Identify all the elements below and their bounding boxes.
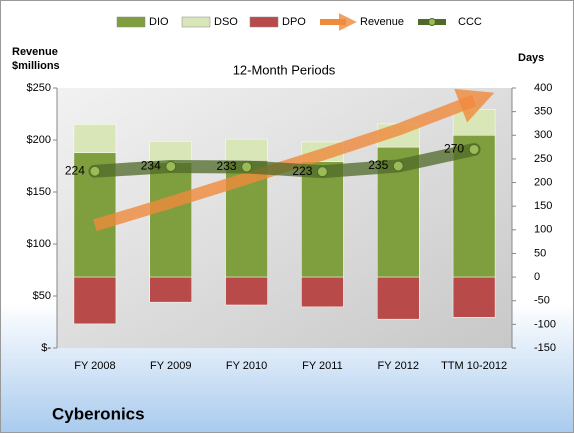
ccc-marker	[316, 166, 328, 178]
y2-tick-label: 50	[534, 247, 546, 259]
y-tick-label: $50	[33, 290, 51, 302]
y2-tick-label: 300	[534, 129, 552, 141]
data-label: 270	[444, 142, 464, 156]
y2-tick-label: -100	[534, 318, 556, 330]
x-tick-label: FY 2010	[226, 360, 267, 372]
x-tick-label: FY 2009	[150, 360, 191, 372]
data-label: 224	[65, 163, 85, 177]
y-tick-label: $150	[27, 186, 51, 198]
y2-tick-label: -150	[534, 342, 556, 354]
bar	[301, 161, 344, 278]
bar	[225, 138, 268, 161]
legend-swatch	[428, 18, 436, 26]
legend-swatch	[249, 16, 279, 28]
legend-label: DIO	[149, 16, 169, 28]
y-tick-label: $100	[27, 238, 51, 250]
data-label: 223	[292, 164, 312, 178]
legend-label: DSO	[214, 16, 238, 28]
bar	[225, 276, 268, 306]
bar	[73, 276, 117, 325]
data-label: 234	[141, 159, 161, 173]
y2-axis-label: Days	[518, 52, 544, 64]
bar	[452, 109, 496, 136]
y-tick-label: $250	[27, 82, 51, 94]
bar	[149, 162, 192, 278]
data-label: 233	[217, 159, 237, 173]
y2-tick-label: 400	[534, 82, 552, 94]
y2-tick-label: 100	[534, 224, 552, 236]
bar	[301, 276, 344, 308]
legend-swatch	[181, 16, 211, 28]
y-tick-label: $200	[27, 134, 51, 146]
y2-tick-label: 250	[534, 153, 552, 165]
y2-tick-label: 150	[534, 200, 552, 212]
y2-tick-label: 200	[534, 176, 552, 188]
bar	[149, 276, 192, 303]
bar	[377, 276, 420, 320]
ccc-marker	[392, 160, 404, 172]
y-axis-label: Revenue	[12, 46, 58, 58]
legend-label: CCC	[458, 16, 482, 28]
x-tick-label: FY 2011	[302, 360, 343, 372]
bar	[73, 124, 117, 154]
y-axis-label: $millions	[12, 60, 60, 72]
x-tick-label: TTM 10-2012	[441, 360, 507, 372]
ccc-marker	[165, 160, 177, 172]
subtitle: 12-Month Periods	[233, 62, 336, 77]
legend-label: DPO	[282, 16, 306, 28]
y2-tick-label: 350	[534, 106, 552, 118]
ccc-marker	[89, 165, 101, 177]
chart-title: Cyberonics	[52, 404, 145, 423]
x-tick-label: FY 2008	[74, 360, 115, 372]
ccc-marker	[241, 161, 253, 173]
y2-tick-label: -50	[534, 295, 550, 307]
legend-swatch	[116, 16, 146, 28]
x-tick-label: FY 2012	[378, 360, 419, 372]
y-tick-label: $-	[41, 342, 51, 354]
bar	[452, 276, 496, 318]
data-label: 235	[368, 158, 388, 172]
legend-label: Revenue	[360, 16, 404, 28]
ccc-marker	[468, 143, 480, 155]
y2-tick-label: 0	[534, 271, 540, 283]
ccc-line	[88, 142, 481, 179]
